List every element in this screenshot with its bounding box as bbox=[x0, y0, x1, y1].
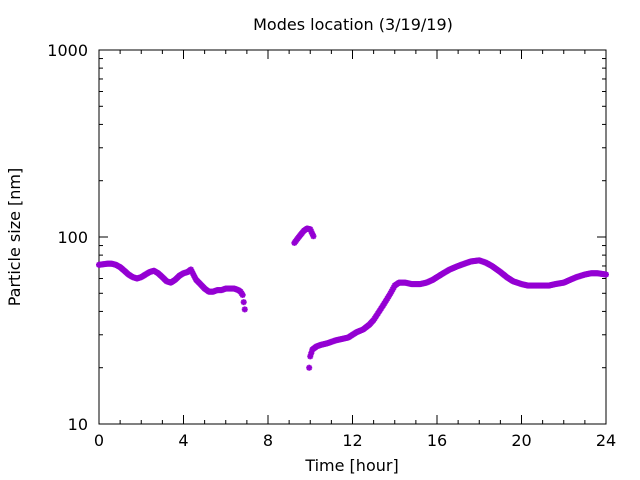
chart-title: Modes location (3/19/19) bbox=[253, 15, 453, 34]
x-tick-label: 4 bbox=[178, 431, 188, 450]
axis-ticks bbox=[98, 49, 607, 425]
data-point bbox=[310, 233, 317, 240]
y-tick-label: 1000 bbox=[47, 41, 88, 60]
data-point bbox=[241, 306, 248, 313]
x-tick-label: 24 bbox=[596, 431, 616, 450]
x-axis-label: Time [hour] bbox=[304, 456, 398, 475]
plot-frame bbox=[98, 49, 607, 425]
x-tick-labels: 0 4 8 12 16 20 24 bbox=[94, 431, 616, 450]
x-tick-label: 0 bbox=[94, 431, 104, 450]
data-point bbox=[603, 271, 609, 278]
x-tick-label: 8 bbox=[263, 431, 273, 450]
data-points bbox=[96, 225, 609, 371]
data-point bbox=[239, 291, 246, 298]
x-tick-label: 12 bbox=[342, 431, 362, 450]
data-point bbox=[240, 299, 247, 306]
x-tick-label: 20 bbox=[511, 431, 531, 450]
y-tick-label: 10 bbox=[68, 415, 88, 434]
x-tick-label: 16 bbox=[427, 431, 447, 450]
data-point bbox=[306, 364, 313, 371]
y-axis-label: Particle size [nm] bbox=[5, 168, 24, 307]
y-tick-labels: 10 100 1000 bbox=[47, 41, 88, 434]
y-tick-label: 100 bbox=[57, 228, 88, 247]
